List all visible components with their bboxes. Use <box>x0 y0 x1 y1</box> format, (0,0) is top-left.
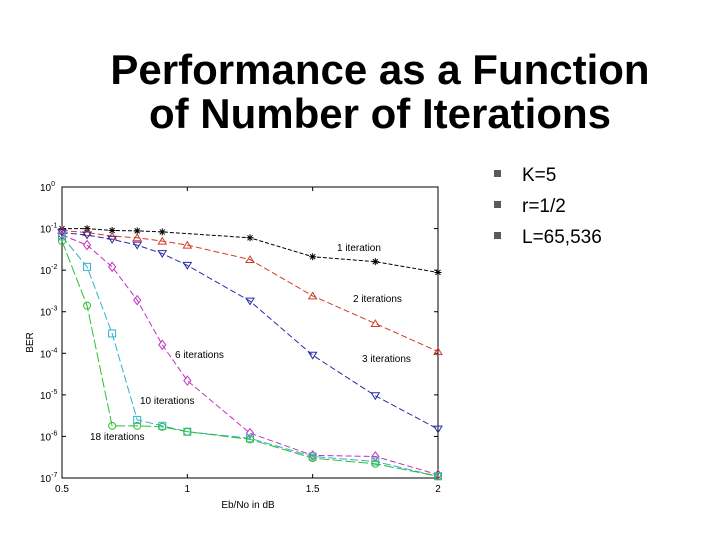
y-tick-label: 100 <box>40 181 55 194</box>
square-bullet-icon <box>494 170 501 178</box>
data-point <box>183 375 192 386</box>
data-point <box>58 225 66 233</box>
data-point <box>133 415 142 424</box>
square-bullet-icon <box>494 232 501 240</box>
series-annotation: 18 iterations <box>90 432 144 443</box>
data-point <box>370 392 381 401</box>
slide-title: Performance as a Function of Number of I… <box>40 48 720 136</box>
title-line-1: Performance as a Function <box>110 46 650 93</box>
data-point <box>307 291 318 300</box>
bullet-text: L=65,536 <box>522 227 602 248</box>
plot-frame <box>61 186 439 479</box>
data-point <box>108 329 117 338</box>
x-tick-label: 1 <box>185 484 191 495</box>
data-point <box>371 451 380 462</box>
data-point <box>246 435 254 444</box>
x-tick-label: 0.5 <box>55 484 69 495</box>
data-point <box>58 237 66 246</box>
bullet-item: K=5 <box>494 163 602 194</box>
data-point <box>108 226 116 234</box>
data-point <box>58 232 66 241</box>
data-point <box>133 294 142 306</box>
data-point <box>182 240 193 249</box>
data-point <box>83 262 92 271</box>
data-point <box>183 427 192 436</box>
x-tick-label: 1.5 <box>306 484 320 495</box>
bullet-item: r=1/2 <box>494 194 602 225</box>
data-point <box>82 239 92 251</box>
bullet-text: r=1/2 <box>522 196 566 217</box>
data-point <box>133 227 141 235</box>
y-tick-label: 10-4 <box>40 347 57 360</box>
data-point <box>246 234 254 242</box>
bullet-item: L=65,536 <box>494 225 602 256</box>
data-point <box>433 425 443 434</box>
data-point <box>309 253 317 261</box>
bullet-list: K=5 r=1/2 L=65,536 <box>494 163 602 256</box>
data-point <box>245 255 255 264</box>
data-point <box>107 261 117 273</box>
y-axis-label: BER <box>25 332 36 353</box>
y-tick-label: 10-2 <box>40 264 57 277</box>
data-point <box>245 427 255 439</box>
data-point <box>433 347 443 356</box>
data-point <box>434 268 442 276</box>
data-point <box>157 236 168 245</box>
data-point <box>132 233 143 242</box>
bullet-text: K=5 <box>522 165 557 186</box>
data-point <box>308 454 317 463</box>
data-point <box>108 421 117 430</box>
series-line <box>61 232 439 430</box>
data-point <box>370 319 381 328</box>
data-point <box>82 231 92 240</box>
series-annotation: 2 iterations <box>353 294 402 305</box>
series-line <box>61 240 439 477</box>
series-line <box>61 229 439 353</box>
series-line <box>61 234 439 476</box>
square-bullet-icon <box>494 201 501 209</box>
data-point <box>434 472 442 481</box>
data-point <box>83 301 92 310</box>
data-point <box>132 241 143 250</box>
y-tick-label: 10-5 <box>40 389 57 402</box>
y-tick-label: 10-3 <box>40 306 57 319</box>
data-point <box>371 457 380 466</box>
x-tick-label: 2 <box>435 484 441 495</box>
y-tick-label: 10-1 <box>40 223 57 236</box>
x-axis-label: Eb/No in dB <box>221 500 275 511</box>
data-point <box>157 250 168 259</box>
series-annotation: 1 iteration <box>337 243 381 254</box>
data-point <box>57 226 67 234</box>
data-point <box>371 258 379 266</box>
data-point <box>371 459 380 468</box>
data-point <box>307 351 318 360</box>
series-annotation: 6 iterations <box>175 350 224 361</box>
series-line <box>61 236 439 477</box>
y-tick-label: 10-6 <box>40 430 57 443</box>
title-line-2: of Number of Iterations <box>148 90 612 137</box>
data-point <box>182 261 193 270</box>
series-annotation: 3 iterations <box>362 354 411 365</box>
data-point <box>158 228 166 236</box>
data-point <box>158 339 167 351</box>
data-point <box>245 297 255 306</box>
series-line <box>62 228 439 273</box>
data-point <box>158 422 167 431</box>
y-tick-label: 10-7 <box>40 472 57 485</box>
data-point <box>133 421 142 430</box>
data-point <box>107 235 118 244</box>
series-annotation: 10 iterations <box>140 396 194 407</box>
